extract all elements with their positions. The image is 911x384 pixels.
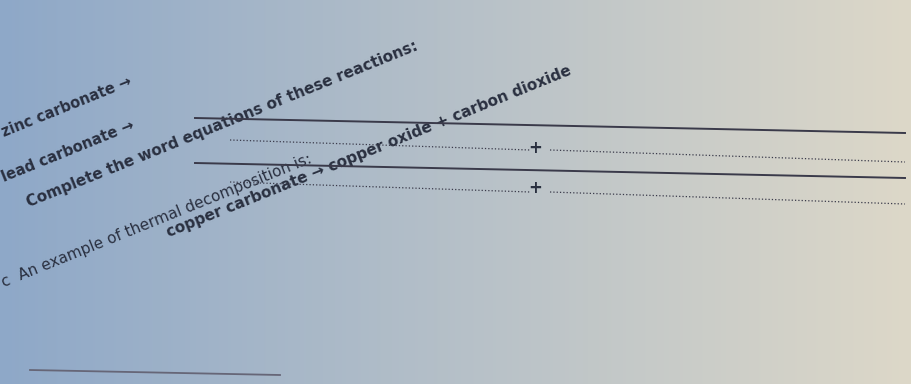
Text: +: + (528, 179, 542, 197)
Text: c  An example of thermal decomposition is:: c An example of thermal decomposition is… (0, 151, 314, 290)
Text: Complete the word equations of these reactions:: Complete the word equations of these rea… (25, 38, 420, 210)
Text: +: + (528, 139, 542, 157)
Text: copper carbonate → copper oxide + carbon dioxide: copper carbonate → copper oxide + carbon… (164, 63, 574, 240)
Text: zinc carbonate →: zinc carbonate → (0, 74, 134, 140)
Text: lead carbonate →: lead carbonate → (0, 118, 137, 185)
